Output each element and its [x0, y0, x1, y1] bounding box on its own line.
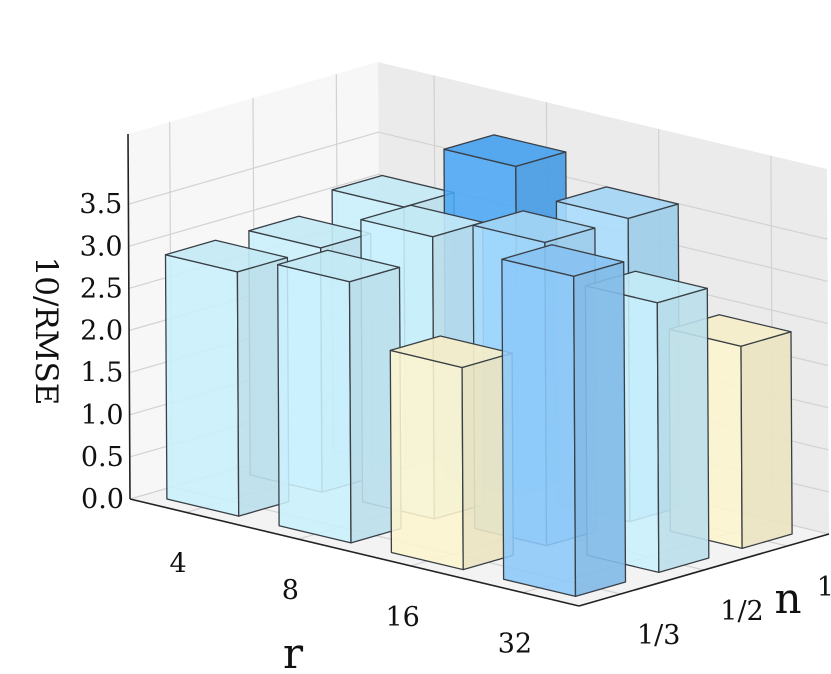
x-axis-label: r — [283, 629, 304, 674]
bar-front-face — [164, 254, 240, 517]
x-tick-label: 4 — [170, 548, 187, 579]
z-axis-label: 10/RMSE — [28, 257, 64, 406]
bar-side-face — [573, 261, 627, 598]
bar-front-face — [277, 263, 352, 544]
z-tick-label: 3.5 — [79, 189, 122, 220]
bar-front-face — [501, 258, 577, 598]
z-tick-label: 0.5 — [81, 442, 124, 473]
bar-side-face — [656, 287, 710, 574]
x-axis-line — [129, 498, 580, 607]
z-axis-line — [127, 133, 131, 500]
z-tick-label: 3.0 — [80, 231, 123, 262]
y-tick-label: 1/2 — [720, 596, 763, 627]
bar-top-face — [555, 186, 679, 220]
bar-top-face — [501, 244, 625, 277]
z-tick-label: 2.0 — [80, 316, 123, 347]
bars-layer — [164, 134, 793, 598]
bar-top-face — [277, 249, 401, 283]
bar-top-face — [164, 239, 289, 273]
axis-lines — [127, 133, 830, 607]
bar-side-face — [740, 331, 793, 550]
y-axis-line — [578, 533, 830, 607]
y-tick-label: 1 — [817, 572, 831, 603]
z-tick-label: 2.5 — [80, 273, 123, 304]
x-tick-label: 8 — [282, 575, 299, 606]
tick-labels: 4 8 16 32 1/3 1/2 1 0.0 0.5 1.0 1.5 2.0 2.5 3.0 3.5 — [79, 189, 831, 659]
bar-top-face — [443, 134, 567, 168]
x-tick-label: 16 — [385, 602, 419, 633]
y-tick-label: 1/3 — [637, 620, 680, 651]
y-axis-label: n — [774, 574, 801, 623]
bar-top-face — [472, 210, 596, 244]
bar-front-face — [389, 349, 464, 571]
z-tick-label: 1.0 — [81, 400, 124, 431]
x-tick-label: 32 — [498, 629, 532, 660]
z-tick-label: 0.0 — [81, 484, 124, 515]
z-tick-label: 1.5 — [80, 358, 123, 389]
